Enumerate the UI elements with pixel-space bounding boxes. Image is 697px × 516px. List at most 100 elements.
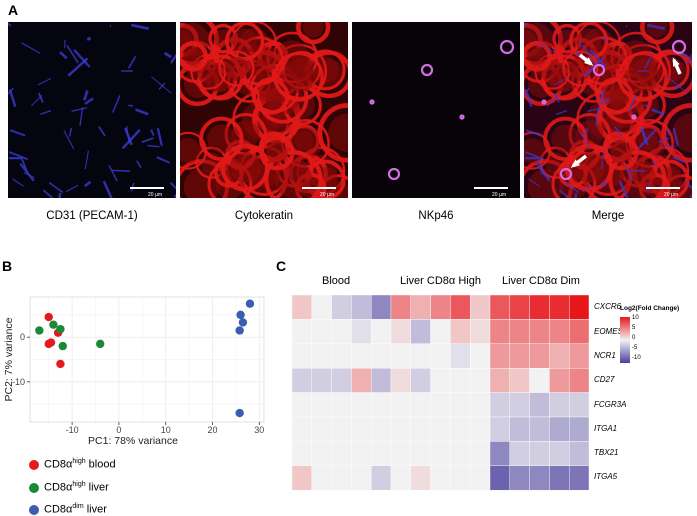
- micrograph-nkp46: 20 µm: [352, 22, 520, 198]
- heatmap-group-liver-high: Liver CD8α High: [400, 275, 481, 287]
- heatmap-cell: [332, 319, 352, 343]
- heatmap-cell: [292, 393, 312, 417]
- heatmap-cell: [450, 441, 470, 465]
- scale-bar-label: 20 µm: [664, 192, 678, 198]
- pca-point: [47, 338, 55, 346]
- heatmap-cell: [292, 466, 312, 490]
- micrograph-background: [8, 22, 176, 198]
- heatmap-cell: [292, 441, 312, 465]
- micrograph-cytokeratin: 20 µm: [180, 22, 348, 198]
- heatmap-cell: [490, 344, 510, 368]
- vessel-segment: [128, 105, 133, 106]
- gene-label-cd27: CD27: [594, 375, 614, 384]
- gene-label-itga1: ITGA1: [594, 424, 617, 433]
- heatmap-cell: [332, 441, 352, 465]
- panel-c-label: C: [276, 258, 286, 274]
- tissue-cell-body: [626, 61, 659, 94]
- heatmap-cell: [530, 344, 550, 368]
- heatmap-cell: [292, 417, 312, 441]
- heatmap-cell: [351, 344, 371, 368]
- tissue-cell-body: [610, 142, 631, 163]
- heatmap-cell: [470, 466, 490, 490]
- gene-label-fcgr3a: FCGR3A: [594, 400, 626, 409]
- pca-point: [239, 318, 247, 326]
- pca-point: [56, 360, 64, 368]
- heatmap-cell: [549, 417, 569, 441]
- micrograph-merge-image: [524, 22, 692, 198]
- heatmap-cell: [450, 344, 470, 368]
- heatmap-cell: [391, 295, 411, 319]
- heatmap-cell: [549, 368, 569, 392]
- micrograph-label-cytokeratin: Cytokeratin: [180, 210, 348, 222]
- gene-label-itga5: ITGA5: [594, 472, 617, 481]
- scale-bar-label: 20 µm: [148, 192, 162, 198]
- heatmap-cell: [530, 417, 550, 441]
- heatmap-cell: [411, 295, 431, 319]
- micrograph-label-nkp46: NKp46: [352, 210, 520, 222]
- heatmap-cell: [431, 319, 451, 343]
- panel-a-label: A: [8, 2, 18, 18]
- colorbar-tick: 10: [632, 315, 639, 321]
- heatmap-cell: [391, 417, 411, 441]
- heatmap-cell: [391, 344, 411, 368]
- tissue-cell-body: [207, 125, 235, 153]
- heatmap-cell: [312, 344, 332, 368]
- legend-label: CD8αhigh liver: [44, 481, 109, 494]
- scale-bar-label: 20 µm: [492, 192, 506, 198]
- tissue-cell-body: [266, 142, 287, 163]
- heatmap-cell: [549, 344, 569, 368]
- tissue-cell-body: [528, 47, 546, 65]
- x-tick-label: -10: [66, 425, 79, 435]
- heatmap-cell: [490, 466, 510, 490]
- heatmap-cell: [351, 393, 371, 417]
- vessel-segment: [575, 193, 576, 198]
- heatmap-cell: [549, 295, 569, 319]
- heatmap-cell: [510, 344, 530, 368]
- heatmap-cell: [569, 295, 589, 319]
- micrograph-nkp46-image: [352, 22, 520, 198]
- tissue-cell-body: [282, 61, 315, 94]
- tissue-cell-body: [541, 60, 565, 84]
- x-axis-label: PC1: 78% variance: [88, 435, 178, 447]
- heatmap-cell: [470, 319, 490, 343]
- legend-label: CD8αhigh blood: [44, 458, 116, 471]
- heatmap-cell: [391, 319, 411, 343]
- tissue-cell-body: [551, 125, 579, 153]
- micrograph-cd31-image: [8, 22, 176, 198]
- heatmap-cell: [411, 368, 431, 392]
- heatmap-cell: [391, 368, 411, 392]
- pca-point: [35, 326, 43, 334]
- gene-label-tbx21: TBX21: [594, 448, 618, 457]
- colorbar: [620, 317, 632, 363]
- scale-bar: [474, 187, 508, 189]
- tissue-cell-body: [576, 28, 601, 53]
- micrograph-cd31: 20 µm: [8, 22, 176, 198]
- heatmap-cell: [351, 319, 371, 343]
- heatmap-cell: [312, 393, 332, 417]
- heatmap-cell: [530, 319, 550, 343]
- scale-bar: [130, 187, 164, 189]
- micrograph-label-cd31: CD31 (PECAM-1): [8, 210, 176, 222]
- tissue-cell-body: [184, 47, 202, 65]
- heatmap-cell: [371, 319, 391, 343]
- heatmap-cell: [490, 417, 510, 441]
- scale-bar: [302, 187, 336, 189]
- heatmap-cell: [530, 393, 550, 417]
- gene-label-cxcr6: CXCR6: [594, 302, 621, 311]
- heatmap-cell: [470, 344, 490, 368]
- heatmap-cell: [411, 441, 431, 465]
- tissue-cell-body: [232, 28, 257, 53]
- heatmap-cell: [510, 368, 530, 392]
- heatmap-cell: [490, 393, 510, 417]
- heatmap-cell: [292, 295, 312, 319]
- heatmap-cell: [549, 319, 569, 343]
- heatmap-cell: [292, 368, 312, 392]
- heatmap-cell: [431, 417, 451, 441]
- heatmap-cell: [371, 295, 391, 319]
- heatmap-cell: [332, 344, 352, 368]
- heatmap-cell: [569, 393, 589, 417]
- heatmap-cell: [371, 393, 391, 417]
- heatmap-cell: [510, 295, 530, 319]
- heatmap-cell: [351, 295, 371, 319]
